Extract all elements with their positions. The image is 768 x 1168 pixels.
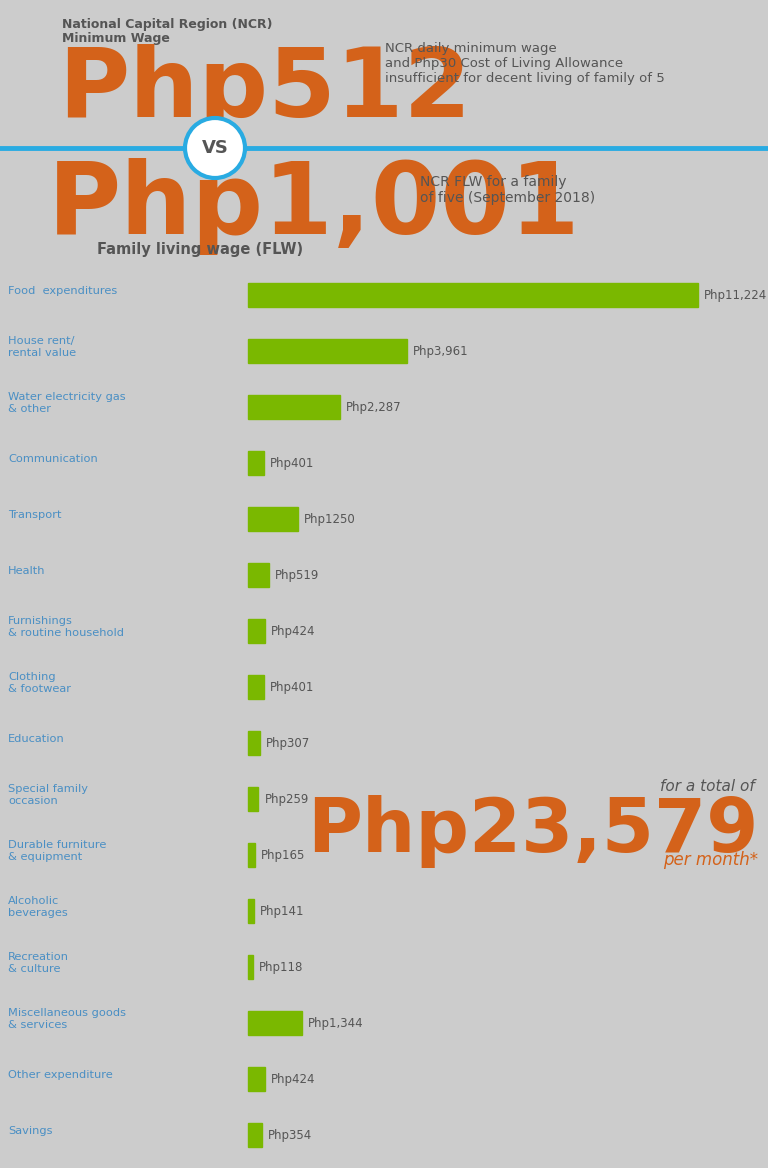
Bar [248, 619, 265, 644]
Text: Furnishings
& routine household: Furnishings & routine household [8, 616, 124, 639]
Text: Php424: Php424 [271, 625, 316, 638]
Text: Php23,579: Php23,579 [306, 795, 758, 868]
Text: Communication: Communication [8, 454, 98, 464]
Text: Php3,961: Php3,961 [413, 345, 468, 357]
Text: Php354: Php354 [268, 1128, 313, 1141]
Text: Water electricity gas
& other: Water electricity gas & other [8, 392, 126, 415]
Bar [248, 283, 698, 307]
Text: Php1,344: Php1,344 [308, 1016, 363, 1030]
Bar [248, 1011, 302, 1035]
Text: Education: Education [8, 735, 65, 744]
Text: NCR daily minimum wage: NCR daily minimum wage [385, 42, 557, 55]
Bar [248, 1068, 265, 1091]
Text: Family living wage (FLW): Family living wage (FLW) [97, 242, 303, 257]
Text: Special family
occasion: Special family occasion [8, 784, 88, 806]
Text: Recreation
& culture: Recreation & culture [8, 952, 69, 974]
Bar [248, 1124, 262, 1147]
Text: of five (September 2018): of five (September 2018) [420, 192, 595, 206]
Text: Php512: Php512 [58, 44, 472, 137]
Text: insufficient for decent living of family of 5: insufficient for decent living of family… [385, 72, 665, 85]
Bar [248, 899, 253, 923]
Text: Other expenditure: Other expenditure [8, 1070, 113, 1080]
Bar [248, 955, 253, 979]
Bar [248, 507, 298, 531]
Text: Php424: Php424 [271, 1072, 316, 1086]
Text: and Php30 Cost of Living Allowance: and Php30 Cost of Living Allowance [385, 57, 623, 70]
Text: Php141: Php141 [260, 905, 304, 918]
Bar [248, 843, 255, 867]
Text: Php165: Php165 [260, 849, 305, 862]
Text: Php519: Php519 [275, 569, 319, 582]
Text: Food  expenditures: Food expenditures [8, 286, 118, 297]
Bar [248, 451, 264, 475]
Text: Php1250: Php1250 [304, 513, 356, 526]
Text: National Capital Region (NCR): National Capital Region (NCR) [62, 18, 273, 32]
Text: per month*: per month* [663, 851, 758, 869]
Text: Durable furniture
& equipment: Durable furniture & equipment [8, 840, 107, 862]
Bar [248, 731, 260, 756]
Text: Transport: Transport [8, 510, 61, 520]
Text: Php118: Php118 [259, 961, 303, 974]
Text: Miscellaneous goods
& services: Miscellaneous goods & services [8, 1008, 126, 1030]
Text: Php401: Php401 [270, 681, 314, 694]
Text: Minimum Wage: Minimum Wage [62, 32, 170, 46]
Text: House rent/
rental value: House rent/ rental value [8, 336, 76, 359]
Text: Alcoholic
beverages: Alcoholic beverages [8, 896, 68, 918]
Circle shape [185, 118, 245, 178]
Text: Php307: Php307 [266, 737, 310, 750]
Text: Savings: Savings [8, 1126, 52, 1136]
Text: Health: Health [8, 566, 45, 576]
Text: Php11,224: Php11,224 [704, 288, 767, 301]
Bar [248, 787, 258, 812]
Bar [248, 395, 339, 419]
Text: for a total of: for a total of [660, 779, 755, 794]
Text: VS: VS [201, 139, 228, 157]
Text: Php1,001: Php1,001 [48, 158, 581, 255]
Bar [248, 339, 407, 363]
Bar [248, 675, 264, 700]
Text: Php401: Php401 [270, 457, 314, 470]
Text: Php259: Php259 [264, 793, 309, 806]
Text: Php2,287: Php2,287 [346, 401, 402, 413]
Text: NCR FLW for a family: NCR FLW for a family [420, 175, 567, 189]
Text: Clothing
& footwear: Clothing & footwear [8, 672, 71, 695]
Bar [248, 563, 269, 588]
